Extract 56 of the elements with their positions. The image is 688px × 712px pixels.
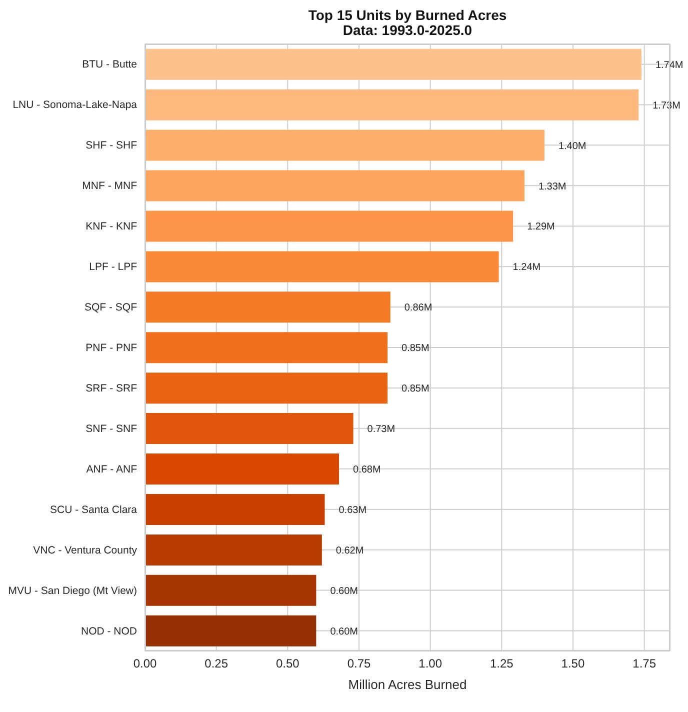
bar [145, 210, 514, 242]
y-tick-label: MNF - MNF [82, 180, 137, 192]
data-label: 0.68M [353, 464, 381, 476]
data-label: 0.60M [330, 586, 358, 597]
x-tick-label: 1.25 [490, 656, 514, 671]
data-label: 0.85M [402, 343, 430, 354]
y-tick-label: MVU - San Diego (Mt View) [8, 584, 137, 597]
bar [145, 48, 642, 80]
data-label: 0.63M [338, 504, 367, 516]
y-tick-label: BTU - Butte [82, 58, 138, 71]
data-label: 1.29M [527, 222, 555, 233]
x-tick-label: 0.25 [204, 656, 228, 671]
bar [145, 534, 322, 566]
bar [145, 89, 639, 120]
y-tick-label: VNC - Ventura County [33, 544, 138, 556]
bar [145, 574, 316, 606]
y-tick-label: LNU - Sonoma-Lake-Napa [12, 99, 138, 112]
y-tick-label: KNF - KNF [86, 220, 137, 233]
y-tick-label: ANF - ANF [86, 463, 137, 476]
x-tick-label: 1.00 [418, 656, 442, 671]
bar [145, 251, 499, 282]
bar [145, 454, 340, 485]
bar [145, 170, 524, 202]
chart-subtitle: Data: 1993.0-2025.0 [342, 22, 474, 38]
data-label: 0.62M [336, 545, 364, 556]
chart-title: Top 15 Units by Burned Acres [307, 7, 508, 23]
data-label: 1.74M [655, 60, 684, 71]
x-tick-label: 0.00 [133, 656, 157, 671]
y-tick-label: NOD - NOD [81, 625, 138, 638]
data-label: 1.33M [538, 181, 566, 192]
bar [145, 494, 325, 525]
bar [145, 292, 390, 323]
x-tick-label: 1.50 [561, 656, 585, 671]
data-label: 0.73M [367, 424, 396, 436]
data-label: 0.86M [404, 302, 432, 314]
data-label: 0.85M [402, 384, 430, 395]
y-tick-label: SQF - SQF [84, 302, 137, 314]
y-tick-label: SHF - SHF [86, 140, 137, 152]
bar [145, 615, 316, 646]
data-label: 1.73M [652, 100, 680, 112]
x-tick-label: 1.75 [632, 656, 656, 671]
bar [145, 413, 354, 444]
x-tick-label: 0.50 [276, 656, 300, 671]
x-axis-title: Million Acres Burned [348, 677, 467, 692]
y-tick-label: SRF - SRF [86, 382, 137, 394]
bar [145, 332, 388, 364]
y-tick-label: PNF - PNF [86, 342, 137, 354]
y-tick-label: SCU - Santa Clara [50, 504, 138, 516]
data-label: 1.24M [512, 262, 541, 274]
data-label: 1.40M [558, 140, 586, 152]
y-tick-label: SNF - SNF [86, 422, 137, 435]
bar [145, 130, 544, 161]
x-tick-label: 0.75 [347, 656, 371, 671]
data-label: 0.60M [330, 626, 358, 638]
y-tick-label: LPF - LPF [89, 261, 137, 274]
bar [145, 372, 388, 404]
